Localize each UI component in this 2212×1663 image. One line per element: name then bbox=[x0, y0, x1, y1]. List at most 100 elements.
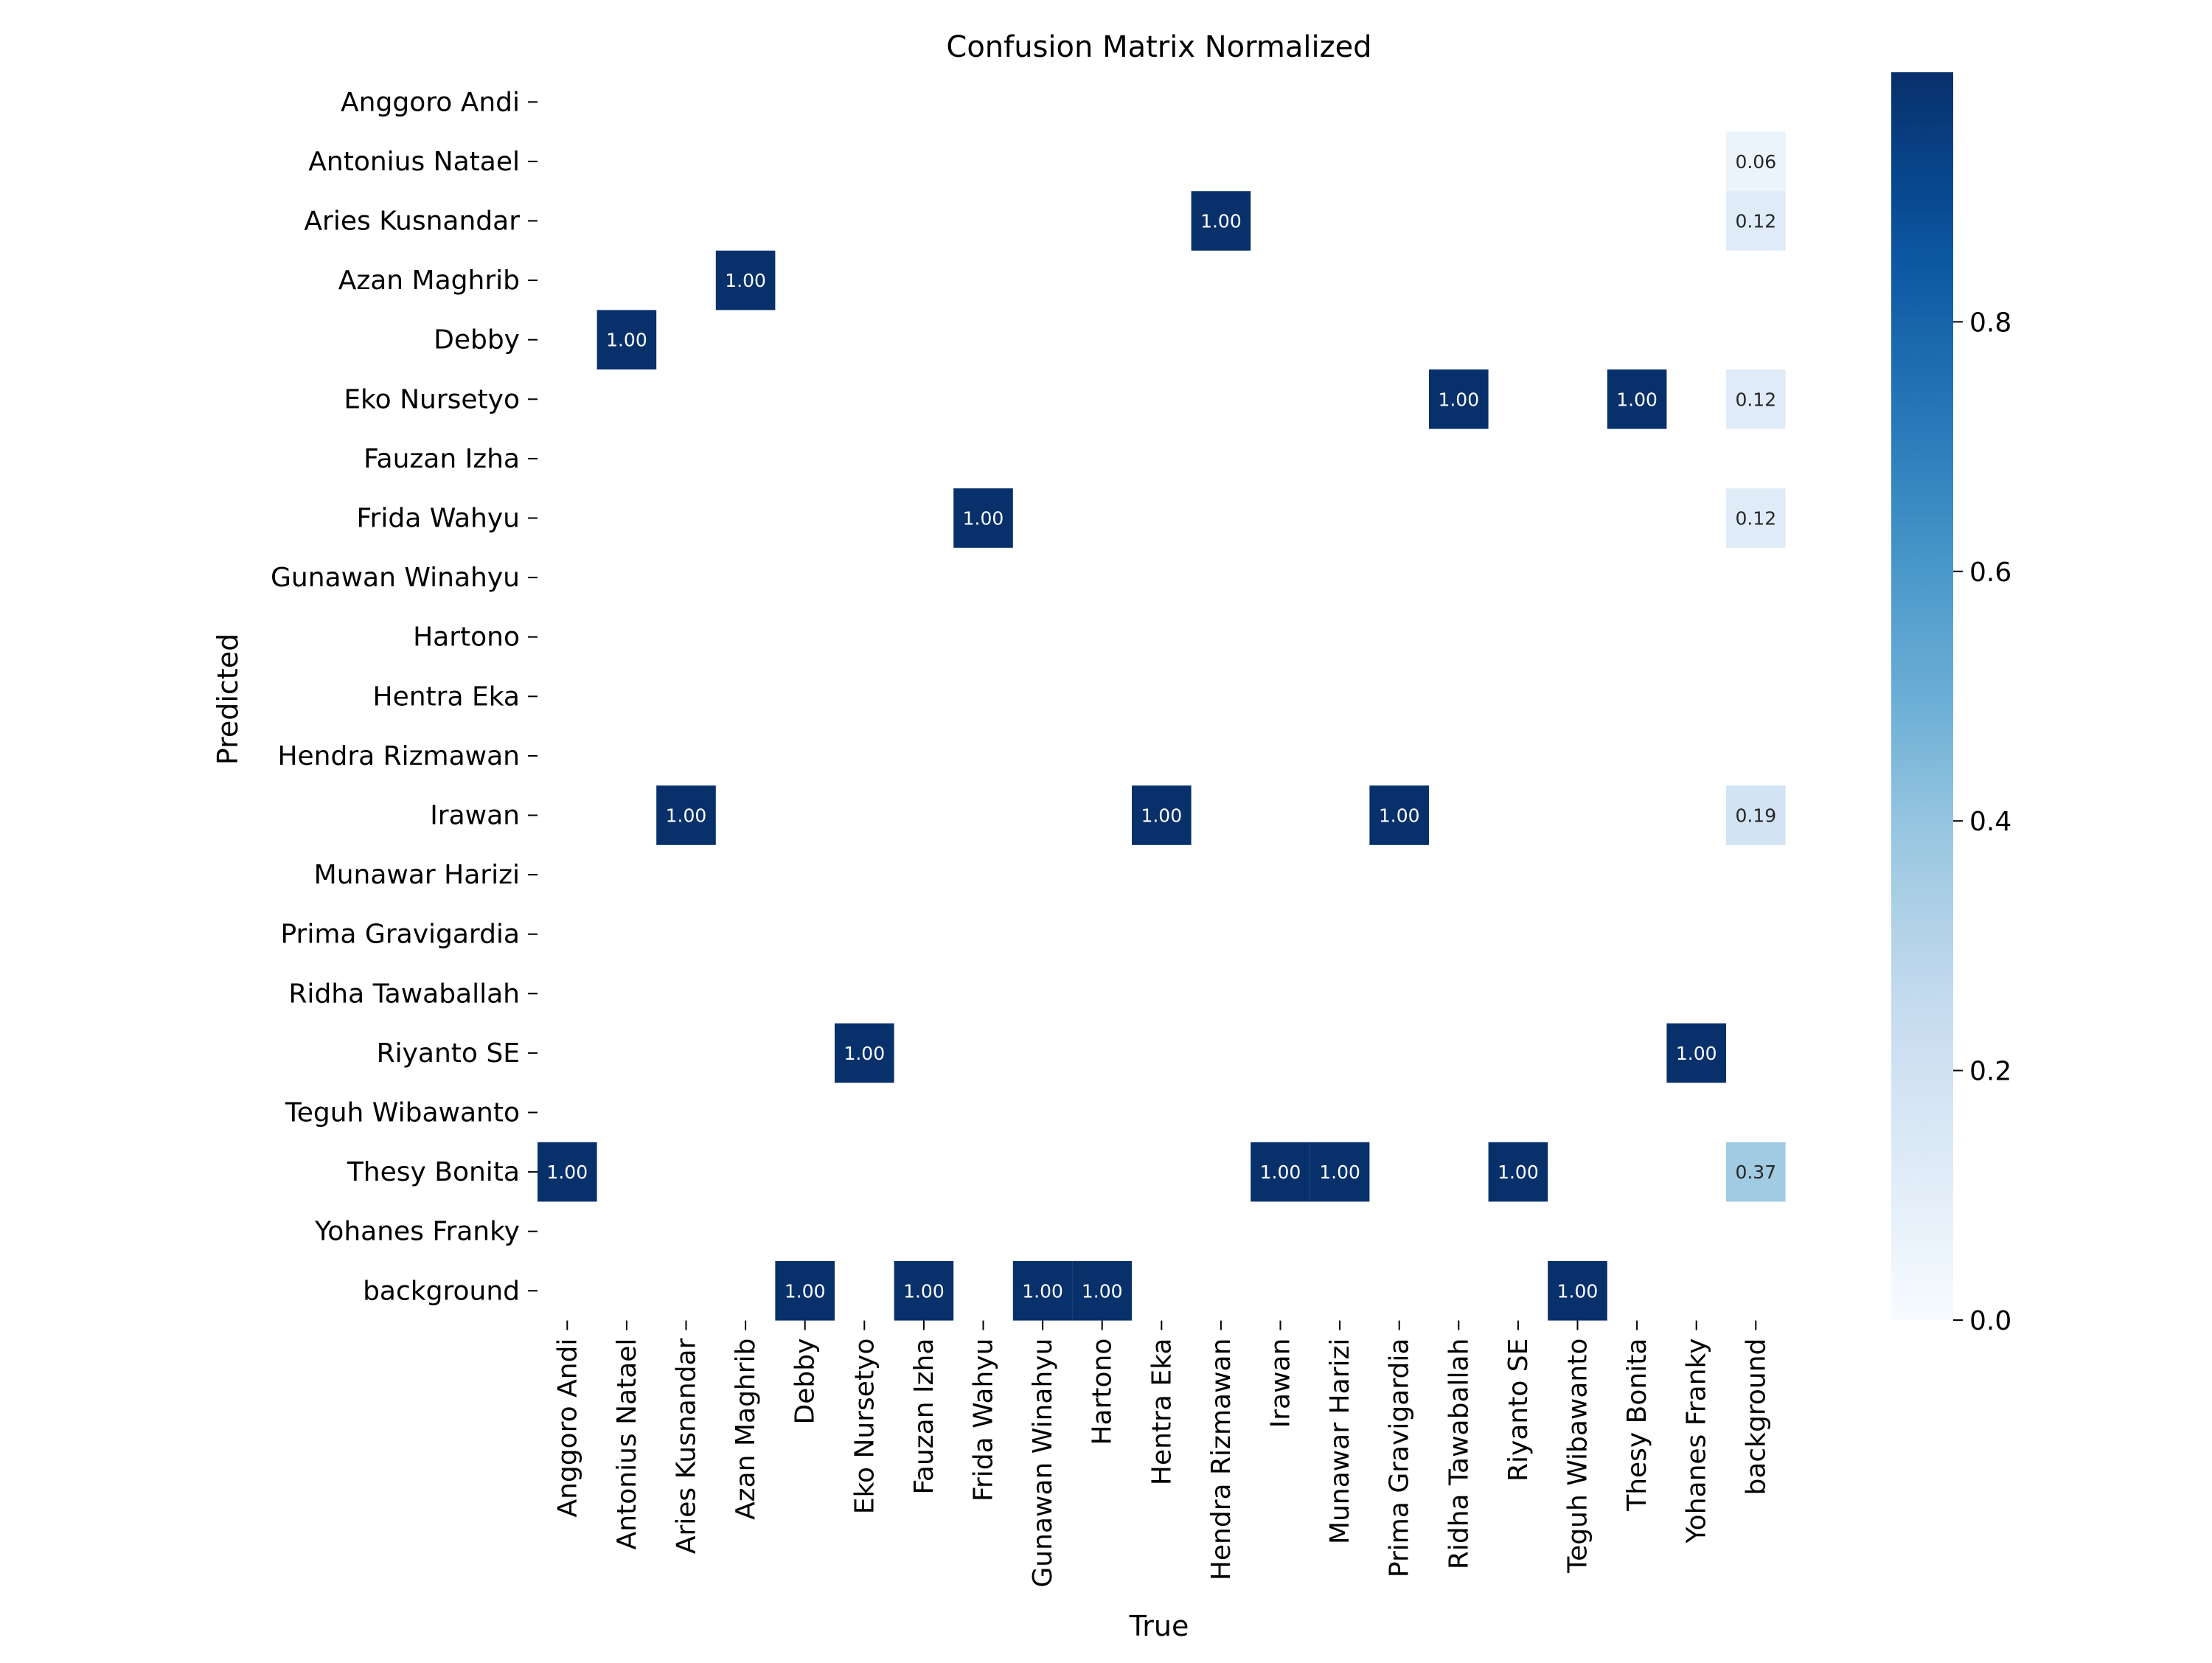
x-tick-label: Prima Gravigardia bbox=[1385, 1339, 1415, 1578]
x-tick-label: Frida Wahyu bbox=[969, 1339, 999, 1502]
heatmap-cell bbox=[1012, 1261, 1073, 1321]
heatmap-cell bbox=[1310, 1142, 1370, 1202]
heatmap-cell bbox=[1072, 1261, 1132, 1321]
colorbar: 0.0 0.2 0.4 0.6 0.8 bbox=[1891, 72, 2011, 1336]
heatmap-cell bbox=[835, 1023, 894, 1083]
x-tick-label: Riyanto SE bbox=[1503, 1339, 1534, 1482]
heatmap-cell-label: 0.06 bbox=[1735, 151, 1776, 173]
heatmap-cell-label: 0.12 bbox=[1735, 211, 1776, 232]
heatmap-cell bbox=[775, 1261, 835, 1321]
heatmap-cell bbox=[1488, 1142, 1548, 1202]
y-axis: Anggoro Andi Antonius Natael Aries Kusnand… bbox=[271, 87, 538, 1306]
y-tick-label: Antonius Natael bbox=[308, 147, 520, 177]
heatmap-cell bbox=[1369, 785, 1429, 845]
heatmap-cell bbox=[1251, 1142, 1310, 1202]
heatmap-cell bbox=[538, 1142, 597, 1202]
y-tick-label: Riyanto SE bbox=[377, 1038, 520, 1069]
heatmap-cell-label: 1.00 bbox=[606, 330, 647, 351]
colorbar-tick-label: 0.0 bbox=[1969, 1306, 2011, 1336]
heatmap-cell bbox=[1726, 131, 1786, 192]
heatmap-cell bbox=[656, 785, 716, 845]
x-tick-label: Aries Kusnandar bbox=[672, 1338, 702, 1554]
heatmap-cell-label: 1.00 bbox=[1676, 1043, 1717, 1064]
x-axis: Anggoro Andi Antonius Natael Aries Kusnand… bbox=[552, 1320, 1771, 1588]
colorbar-tick-label: 0.8 bbox=[1969, 308, 2011, 338]
y-tick-label: Anggoro Andi bbox=[341, 87, 520, 117]
heatmap-cell bbox=[1429, 369, 1489, 429]
y-tick-label: Debby bbox=[434, 325, 520, 355]
heatmap-cell-label: 1.00 bbox=[1082, 1280, 1123, 1302]
heatmap-cell bbox=[1726, 1142, 1786, 1202]
y-tick-label: Thesy Bonita bbox=[347, 1157, 520, 1187]
chart-title: Confusion Matrix Normalized bbox=[946, 30, 1371, 64]
y-tick-label: Ridha Tawaballah bbox=[288, 979, 520, 1009]
y-tick-label: Gunawan Winahyu bbox=[271, 563, 520, 593]
heatmap-cell bbox=[1132, 785, 1192, 845]
heatmap-cell-label: 1.00 bbox=[1141, 805, 1182, 827]
heatmap-cell-label: 1.00 bbox=[1379, 805, 1420, 827]
y-tick-label: Munawar Harizi bbox=[314, 860, 520, 890]
heatmap-cell bbox=[1666, 1023, 1726, 1083]
y-tick-label: Irawan bbox=[430, 801, 520, 831]
x-tick-label: Thesy Bonita bbox=[1622, 1339, 1652, 1512]
y-tick-label: Yohanes Franky bbox=[314, 1217, 520, 1247]
heatmap-cell bbox=[1726, 785, 1786, 845]
x-tick-label: Debby bbox=[790, 1339, 821, 1425]
y-tick-label: Hendra Rizmawan bbox=[277, 741, 520, 771]
colorbar-tick-label: 0.6 bbox=[1969, 558, 2011, 588]
x-tick-label: Hendra Rizmawan bbox=[1206, 1339, 1237, 1581]
heatmap-cell bbox=[1726, 369, 1786, 429]
heatmap-cell bbox=[597, 310, 657, 369]
x-tick-label: Anggoro Andi bbox=[552, 1339, 582, 1518]
heatmap-cell-label: 1.00 bbox=[666, 805, 707, 827]
x-tick-label: Azan Maghrib bbox=[731, 1339, 761, 1520]
heatmap-cell bbox=[1548, 1261, 1607, 1321]
y-tick-label: Prima Gravigardia bbox=[280, 920, 520, 950]
heatmap-cell bbox=[1726, 488, 1786, 548]
x-tick-label: Yohanes Franky bbox=[1682, 1339, 1712, 1544]
heatmap-cell-label: 1.00 bbox=[1557, 1280, 1599, 1302]
heatmap-cell-label: 1.00 bbox=[1200, 211, 1242, 232]
heatmap-cell-label: 1.00 bbox=[546, 1162, 588, 1183]
y-axis-title: Predicted bbox=[212, 633, 244, 765]
x-tick-label: Hentra Eka bbox=[1147, 1339, 1177, 1485]
heatmap-cell-label: 0.37 bbox=[1735, 1162, 1776, 1183]
heatmap-cell-label: 1.00 bbox=[725, 270, 766, 291]
heatmap-cell bbox=[1607, 369, 1667, 429]
heatmap-cell bbox=[715, 250, 776, 310]
y-tick-label: Azan Maghrib bbox=[338, 265, 520, 296]
heatmap-cells bbox=[538, 131, 1786, 1321]
y-tick-label: background bbox=[363, 1276, 520, 1306]
x-tick-label: background bbox=[1741, 1339, 1771, 1496]
heatmap-cell-label: 0.19 bbox=[1735, 805, 1776, 827]
colorbar-gradient bbox=[1891, 72, 1953, 1320]
heatmap-cell-label: 1.00 bbox=[1319, 1162, 1360, 1183]
colorbar-tick-label: 0.2 bbox=[1969, 1057, 2011, 1087]
y-tick-label: Aries Kusnandar bbox=[304, 206, 520, 237]
x-tick-label: Teguh Wibawanto bbox=[1563, 1339, 1593, 1574]
y-tick-label: Hentra Eka bbox=[373, 681, 520, 712]
x-tick-label: Ridha Tawaballah bbox=[1444, 1339, 1474, 1570]
heatmap-cell-label: 1.00 bbox=[1498, 1162, 1539, 1183]
x-axis-title: True bbox=[1129, 1610, 1189, 1642]
heatmap-cell-label: 1.00 bbox=[1260, 1162, 1301, 1183]
heatmap-cell bbox=[894, 1261, 954, 1321]
x-tick-label: Gunawan Winahyu bbox=[1028, 1339, 1058, 1588]
y-tick-label: Frida Wahyu bbox=[356, 504, 520, 534]
heatmap-cell-labels: 0.06 1.00 0.12 1.00 1.00 1.00 1.00 0.12 1.00 0.12… bbox=[546, 151, 1776, 1302]
y-tick-label: Hartono bbox=[413, 622, 520, 653]
x-tick-label: Munawar Harizi bbox=[1325, 1339, 1355, 1544]
heatmap-cell-label: 1.00 bbox=[963, 508, 1004, 530]
heatmap-cell-label: 1.00 bbox=[844, 1043, 885, 1064]
x-tick-label: Antonius Natael bbox=[612, 1339, 642, 1550]
x-tick-label: Irawan bbox=[1266, 1339, 1296, 1428]
heatmap-cell-label: 1.00 bbox=[1438, 389, 1479, 410]
y-tick-label: Teguh Wibawanto bbox=[285, 1098, 520, 1128]
y-tick-label: Fauzan Izha bbox=[364, 444, 520, 474]
heatmap-cell-label: 1.00 bbox=[903, 1280, 945, 1302]
x-tick-label: Fauzan Izha bbox=[909, 1339, 939, 1495]
heatmap-cell bbox=[953, 488, 1013, 548]
y-tick-label: Eko Nursetyo bbox=[344, 384, 520, 414]
